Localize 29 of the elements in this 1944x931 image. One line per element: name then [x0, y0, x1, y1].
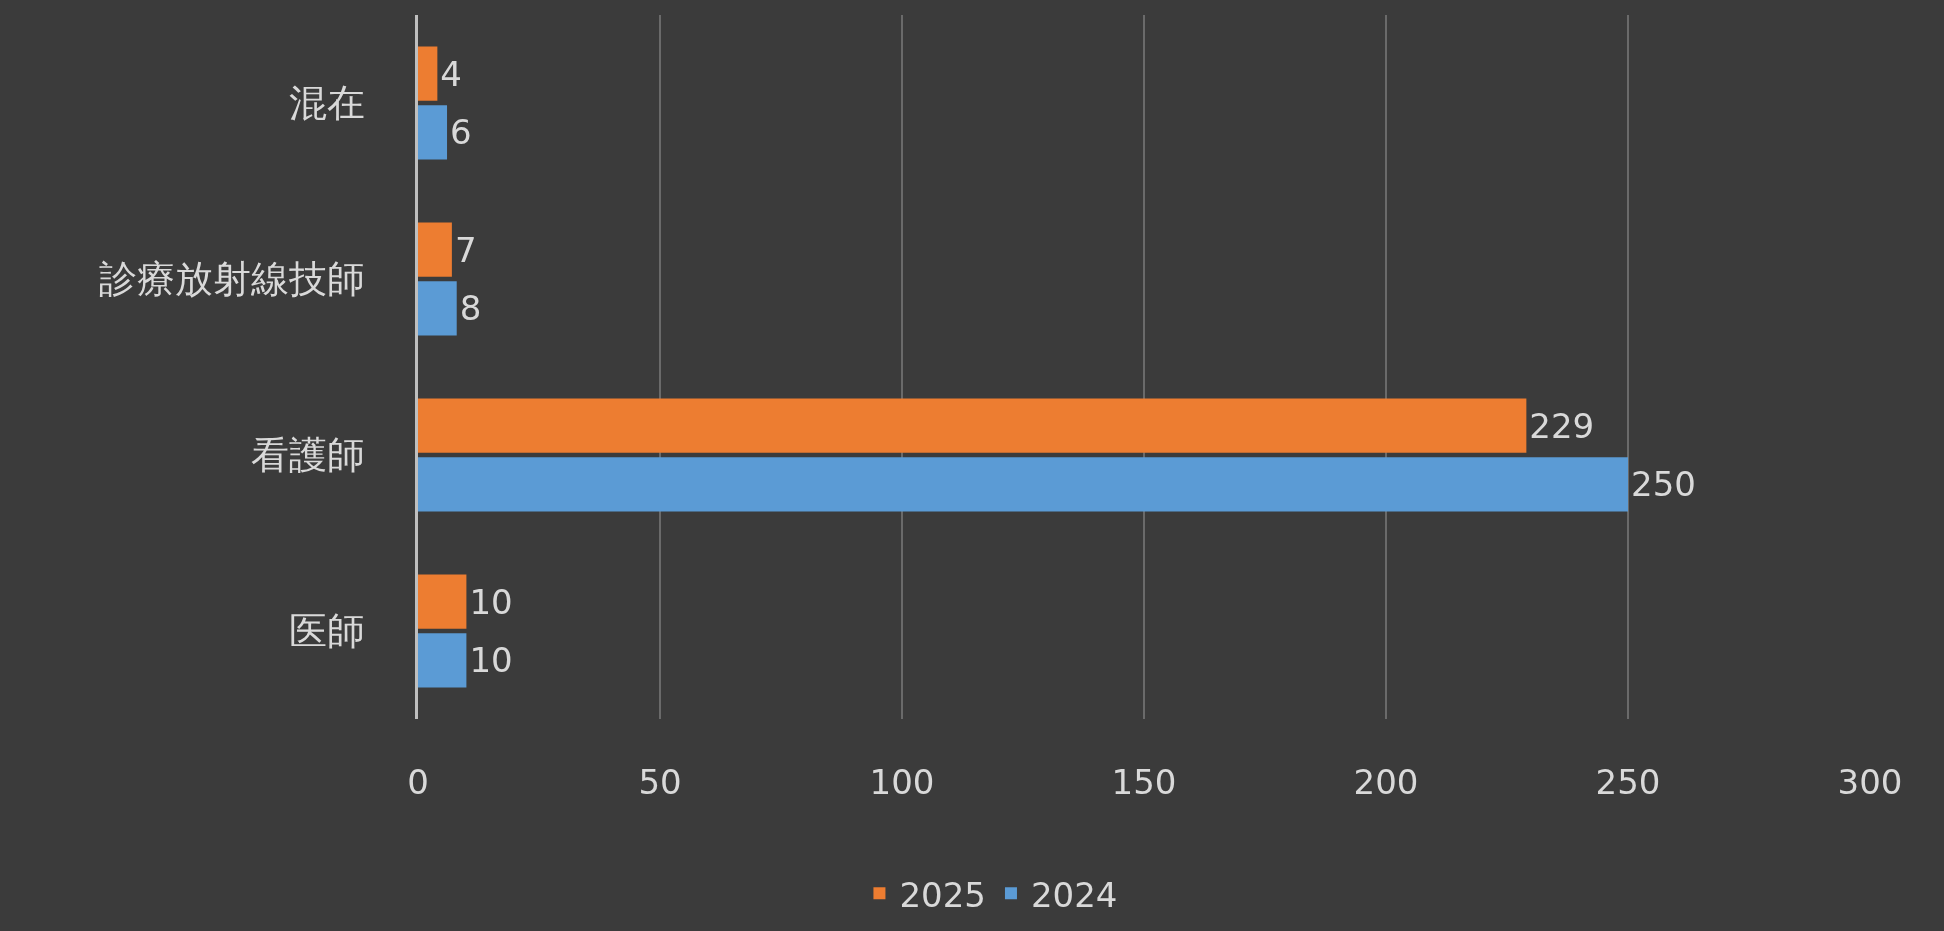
y-tick-label: 診療放射線技師: [99, 257, 366, 302]
x-tick-label: 50: [638, 762, 682, 802]
data-label: 10: [469, 640, 513, 681]
bar: [418, 281, 457, 336]
bar: [418, 574, 467, 629]
data-label: 4: [440, 53, 462, 94]
bar: [418, 46, 438, 101]
bar: [418, 398, 1527, 453]
y-tick-label: 看護師: [251, 433, 366, 478]
x-tick-label: 250: [1595, 762, 1661, 802]
data-label: 7: [454, 229, 477, 270]
legend-label: 2024: [1030, 874, 1118, 915]
y-tick-label: 混在: [289, 81, 366, 126]
x-tick-label: 200: [1353, 762, 1419, 802]
x-tick-label: 300: [1837, 762, 1903, 802]
x-tick-label: 150: [1111, 762, 1177, 802]
data-label: 229: [1529, 405, 1595, 446]
y-tick-label: 医師: [289, 609, 366, 654]
x-tick-label: 100: [869, 762, 935, 802]
data-label: 6: [450, 112, 472, 153]
bar: [418, 105, 448, 160]
bar: [418, 222, 452, 277]
x-tick-label: 0: [407, 762, 429, 802]
data-label: 10: [469, 581, 513, 622]
bar: [418, 457, 1628, 512]
data-label: 250: [1631, 464, 1696, 505]
data-label: 8: [459, 288, 482, 329]
legend-label: 2025: [899, 874, 986, 915]
bar: [418, 633, 467, 688]
